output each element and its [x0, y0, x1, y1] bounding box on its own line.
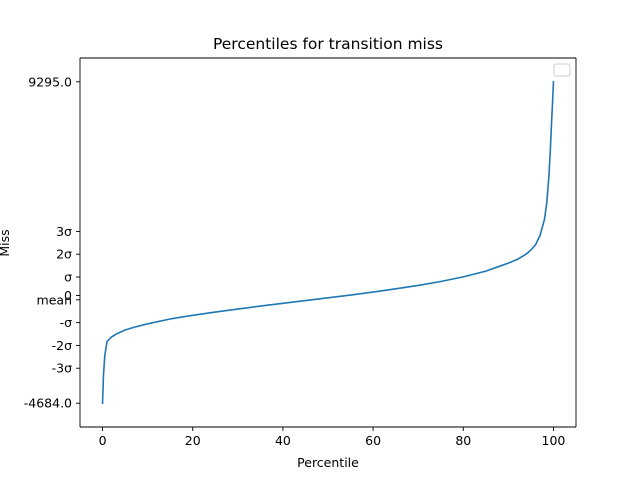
y-axis-label: Miss — [0, 229, 12, 256]
x-tick-label: 40 — [275, 433, 291, 448]
plot-frame — [80, 58, 576, 427]
y-tick-label: σ — [64, 270, 72, 285]
y-tick-label: -3σ — [52, 361, 72, 376]
x-tick-label: 20 — [185, 433, 201, 448]
legend-box — [553, 63, 571, 77]
y-tick-label: -2σ — [52, 338, 72, 353]
y-tick-label: 3σ — [56, 224, 72, 239]
series-layer — [101, 80, 555, 405]
axes-spines — [79, 57, 577, 428]
plot-area: 0 20 40 60 80 100 9295.03σ2σσ0mean-σ-2σ-3σ-46… — [24, 57, 577, 448]
y-tick-label: 2σ — [56, 247, 72, 262]
x-tick-label: 100 — [542, 433, 566, 448]
y-tick-label: -4684.0 — [24, 396, 72, 411]
chart-title: Percentiles for transition miss — [213, 35, 443, 53]
x-axis-label: Percentile — [297, 455, 359, 470]
y-tick-label: 9295.0 — [28, 74, 72, 89]
x-tick-label: 80 — [455, 433, 471, 448]
series-line-0 — [101, 80, 555, 405]
x-axis-ticks: 0 20 40 60 80 100 — [99, 427, 566, 448]
y-tick-label: -σ — [60, 315, 73, 330]
y-tick-label: 0 — [64, 288, 72, 303]
x-tick-label: 0 — [99, 433, 107, 448]
x-tick-label: 60 — [365, 433, 381, 448]
y-tick-label: mean — [37, 292, 72, 307]
